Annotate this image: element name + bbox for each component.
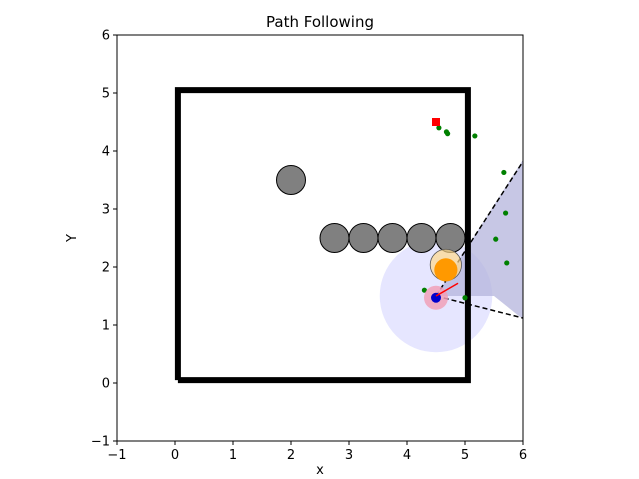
path-point bbox=[501, 169, 507, 176]
y-tick-label: 4 bbox=[102, 145, 110, 160]
goal-marker bbox=[432, 118, 440, 126]
obstacle-circle bbox=[348, 223, 379, 253]
x-tick-label: −1 bbox=[107, 448, 126, 463]
y-tick-label: 2 bbox=[102, 261, 110, 276]
path-point bbox=[504, 260, 510, 266]
path-point bbox=[421, 287, 427, 293]
chart-title: Path Following bbox=[266, 13, 374, 31]
path-point bbox=[503, 210, 509, 216]
path-point bbox=[493, 236, 499, 242]
plot-area bbox=[116, 34, 524, 442]
y-tick-label: 3 bbox=[102, 203, 110, 218]
data-layer bbox=[174, 87, 523, 384]
y-tick-label: 1 bbox=[102, 319, 110, 334]
x-tick-label: 6 bbox=[519, 448, 527, 463]
axes-frame bbox=[116, 34, 524, 442]
ticks: −1 0 1 2 3 4 5 6 −1 0 1 2 3 4 5 6 bbox=[91, 29, 527, 464]
obstacle-circle bbox=[435, 223, 466, 253]
fov-edge-line bbox=[435, 295, 523, 319]
path-point bbox=[445, 131, 451, 137]
x-tick-label: 0 bbox=[171, 448, 179, 463]
x-axis-label: x bbox=[316, 463, 324, 478]
x-tick-label: 1 bbox=[229, 448, 237, 463]
y-axis-label: Y bbox=[65, 234, 80, 243]
obstacle-circle bbox=[406, 223, 437, 253]
obstacle-circle bbox=[319, 223, 350, 253]
y-tick-label: 5 bbox=[102, 87, 110, 102]
y-tick-label: −1 bbox=[91, 435, 110, 450]
obstacle-circle bbox=[377, 223, 408, 253]
x-tick-label: 4 bbox=[403, 448, 411, 463]
x-tick-label: 2 bbox=[287, 448, 295, 463]
boundary-wall bbox=[174, 87, 471, 384]
x-tick-label: 5 bbox=[461, 448, 469, 463]
dynamic-obstacle bbox=[434, 258, 458, 282]
heading-line bbox=[435, 282, 459, 297]
fov-region bbox=[436, 159, 523, 320]
path-point bbox=[436, 125, 442, 131]
y-tick-label: 6 bbox=[102, 29, 110, 44]
path-point bbox=[472, 133, 478, 139]
y-tick-label: 0 bbox=[102, 377, 110, 392]
x-tick-label: 3 bbox=[345, 448, 353, 463]
obstacle-circle bbox=[276, 165, 306, 195]
path-point bbox=[462, 295, 468, 301]
